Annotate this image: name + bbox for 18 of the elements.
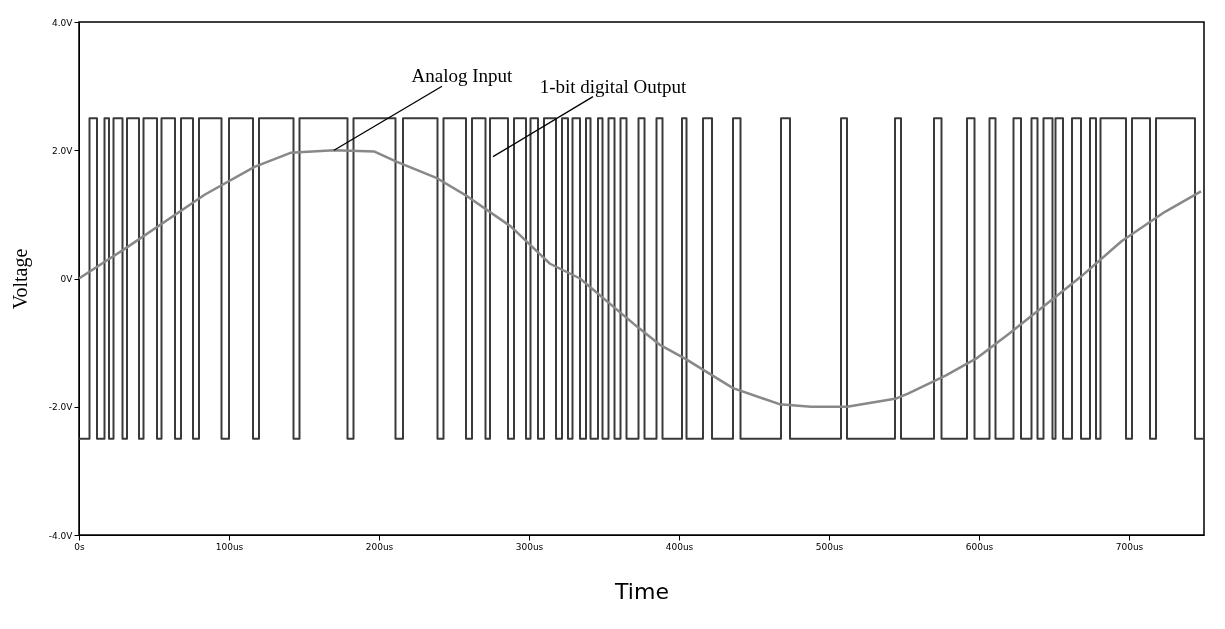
x-tick-label: 400us [665,541,694,552]
y-tick-label: -2.0V [48,402,74,413]
x-tick-label: 500us [815,541,844,552]
y-tick-label: 0V [60,274,74,284]
x-tick-label: 100us [215,541,244,552]
x-tick-label: 0s [74,541,86,552]
line-series [79,149,1203,408]
y-tick-label: 4.0V [52,17,74,28]
x-tick-label: 700us [1115,541,1144,552]
x-axis-title: Time [614,578,669,604]
x-tick-label: 300us [515,541,544,552]
annotation: 1-bit digital Output [539,75,688,97]
x-tick-label: 600us [965,541,994,552]
annotation: Analog Input [411,65,514,87]
x-tick-label: 200us [365,541,394,552]
y-tick-label: -4.0V [48,530,74,541]
y-axis-title: Voltage [8,248,32,310]
y-tick-label: 2.0V [52,145,74,156]
